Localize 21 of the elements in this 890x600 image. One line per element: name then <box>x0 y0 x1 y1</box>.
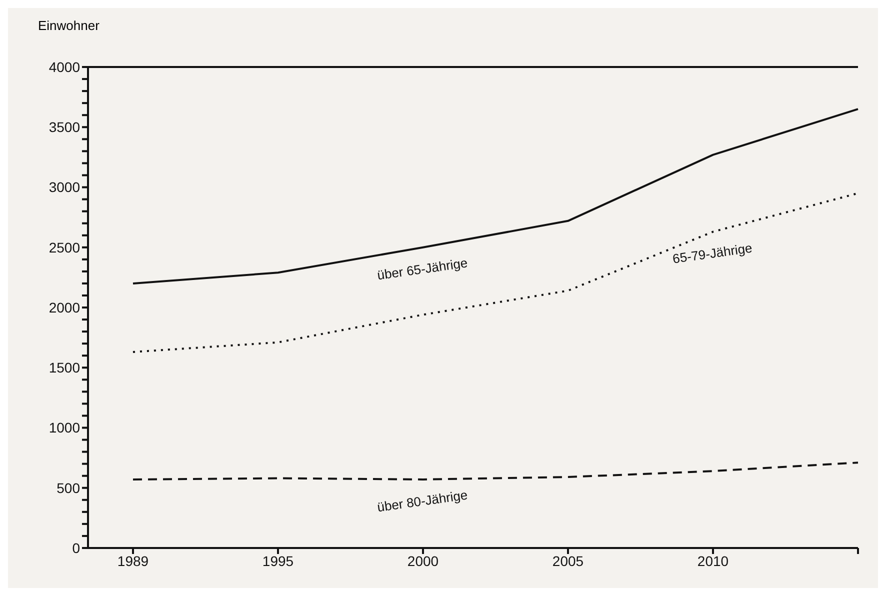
x-tick-label: 1995 <box>262 552 294 569</box>
y-tick-label: 1000 <box>48 420 80 436</box>
y-tick-label: 3500 <box>48 119 80 136</box>
y-tick-label: 2000 <box>48 299 80 316</box>
y-axis-title: Einwohner <box>38 18 100 33</box>
x-tick-label: 2010 <box>697 552 729 569</box>
text: über 65-Jährige <box>376 255 469 283</box>
y-tick-label: 500 <box>56 480 80 496</box>
text: 65-79-Jährige <box>672 240 754 266</box>
x-tick-label: 2000 <box>407 552 439 569</box>
y-tick-label: 0 <box>72 540 80 556</box>
x-tick-label: 2005 <box>552 552 584 569</box>
x-tick-label: 1989 <box>117 552 149 569</box>
line-series <box>132 462 859 480</box>
y-tick-label: 1500 <box>48 360 80 376</box>
y-tick-label: 2500 <box>48 239 80 256</box>
y-tick-label: 4000 <box>48 58 80 75</box>
line-series <box>132 192 859 353</box>
y-tick-label: 3000 <box>48 179 80 196</box>
line-series <box>132 108 859 284</box>
text: über 80-Jährige <box>376 487 469 515</box>
